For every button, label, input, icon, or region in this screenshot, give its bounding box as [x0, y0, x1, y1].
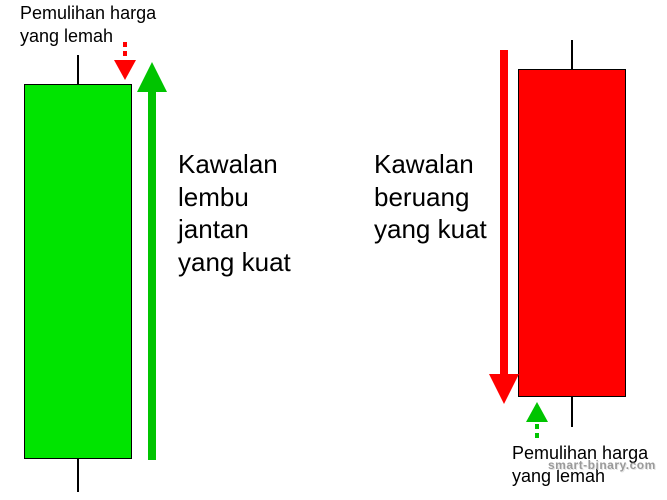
left-bullish-candle	[24, 84, 132, 459]
watermark-dark: smart-binary.com	[548, 458, 656, 472]
right-big-arrow-shaft	[500, 50, 508, 378]
left-lower-wick	[77, 459, 79, 492]
right-lower-wick	[571, 397, 573, 427]
left-main-label: Kawalan lembu jantan yang kuat	[178, 148, 291, 278]
right-main-label-line2: beruang	[374, 182, 469, 212]
right-small-arrow-dash1	[535, 424, 539, 429]
left-main-label-line1: Kawalan	[178, 149, 278, 179]
left-big-arrow-head	[137, 62, 167, 92]
left-top-label-line1: Pemulihan harga	[20, 3, 156, 23]
left-top-label: Pemulihan harga yang lemah	[20, 2, 156, 47]
left-main-label-line4: yang kuat	[178, 247, 291, 277]
left-small-arrow-head	[114, 60, 136, 80]
left-upper-wick	[77, 55, 79, 84]
left-main-label-line2: lembu	[178, 182, 249, 212]
right-small-arrow-dash2	[535, 433, 539, 438]
left-big-arrow-shaft	[148, 90, 156, 460]
left-top-label-line2: yang lemah	[20, 26, 113, 46]
right-main-label: Kawalan beruang yang kuat	[374, 148, 487, 246]
left-small-arrow-dash2	[123, 51, 127, 56]
right-small-arrow-head	[526, 402, 548, 422]
right-upper-wick	[571, 40, 573, 69]
left-main-label-line3: jantan	[178, 214, 249, 244]
right-main-label-line1: Kawalan	[374, 149, 474, 179]
right-main-label-line3: yang kuat	[374, 214, 487, 244]
right-big-arrow-head	[489, 374, 519, 404]
right-bearish-candle	[518, 69, 626, 397]
